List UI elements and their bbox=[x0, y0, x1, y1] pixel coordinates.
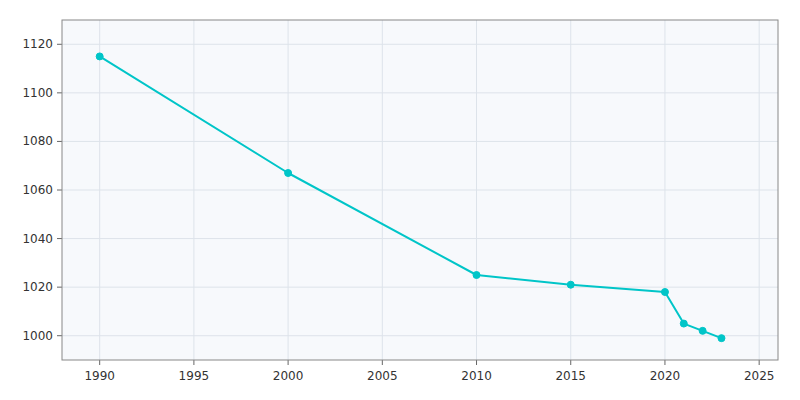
x-tick-label: 1990 bbox=[84, 369, 115, 383]
point bbox=[718, 335, 725, 342]
y-tick-label: 1120 bbox=[22, 37, 53, 51]
y-tick bbox=[57, 141, 62, 142]
y-tick-label: 1040 bbox=[22, 232, 53, 246]
series bbox=[96, 53, 725, 342]
y-grid-line bbox=[62, 287, 778, 288]
x-tick bbox=[664, 360, 665, 365]
plot-background bbox=[62, 20, 778, 360]
x-tick-label: 2000 bbox=[273, 369, 304, 383]
y-tick bbox=[57, 190, 62, 191]
y-tick-label: 1060 bbox=[22, 183, 53, 197]
y-grid-line bbox=[62, 238, 778, 239]
point bbox=[567, 281, 574, 288]
y-tick bbox=[57, 44, 62, 45]
grid bbox=[62, 20, 778, 360]
x-tick bbox=[382, 360, 383, 365]
x-tick-label: 2015 bbox=[555, 369, 586, 383]
y-tick bbox=[57, 238, 62, 239]
line bbox=[100, 56, 722, 338]
y-tick bbox=[57, 287, 62, 288]
x-tick bbox=[193, 360, 194, 365]
y-tick-label: 1100 bbox=[22, 86, 53, 100]
y-grid-line bbox=[62, 335, 778, 336]
y-tick bbox=[57, 335, 62, 336]
x-tick-label: 2025 bbox=[744, 369, 775, 383]
point bbox=[661, 289, 668, 296]
x-tick-label: 2005 bbox=[367, 369, 398, 383]
plot-frame bbox=[62, 20, 778, 360]
axes: 1990 1995 2000 2005 2010 2015 2020 2025 1000 1020… bbox=[22, 37, 774, 383]
point bbox=[680, 320, 687, 327]
x-tick bbox=[288, 360, 289, 365]
point bbox=[473, 272, 480, 279]
y-tick bbox=[57, 92, 62, 93]
x-tick-label: 1995 bbox=[179, 369, 210, 383]
y-grid-line bbox=[62, 190, 778, 191]
point bbox=[699, 327, 706, 334]
chart: 1990 1995 2000 2005 2010 2015 2020 2025 1000 1020… bbox=[0, 0, 800, 400]
x-tick-label: 2020 bbox=[650, 369, 681, 383]
y-tick-label: 1080 bbox=[22, 134, 53, 148]
x-tick-label: 2010 bbox=[461, 369, 492, 383]
y-grid-line bbox=[62, 92, 778, 93]
y-grid-line bbox=[62, 141, 778, 142]
point bbox=[96, 53, 103, 60]
x-tick bbox=[99, 360, 100, 365]
x-tick bbox=[476, 360, 477, 365]
y-grid-line bbox=[62, 44, 778, 45]
y-tick-label: 1000 bbox=[22, 329, 53, 343]
x-tick bbox=[570, 360, 571, 365]
y-tick-label: 1020 bbox=[22, 280, 53, 294]
point bbox=[285, 170, 292, 177]
x-tick bbox=[759, 360, 760, 365]
chart-container: 1990 1995 2000 2005 2010 2015 2020 2025 1000 1020… bbox=[0, 0, 800, 400]
